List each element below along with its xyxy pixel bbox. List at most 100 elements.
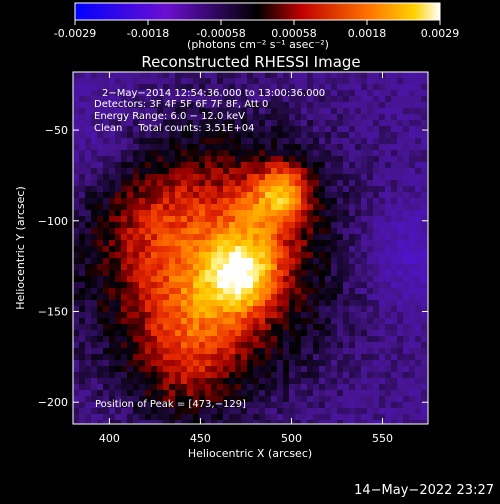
heatmap-cell — [121, 78, 127, 84]
heatmap-cell — [295, 180, 301, 186]
heatmap-cell — [295, 72, 301, 78]
heatmap-cell — [343, 348, 349, 354]
heatmap-cell — [271, 354, 277, 360]
heatmap-cell — [97, 240, 103, 246]
heatmap-cell — [283, 96, 289, 102]
heatmap-cell — [175, 102, 181, 108]
heatmap-cell — [367, 108, 373, 114]
heatmap-cell — [277, 294, 283, 300]
heatmap-cell — [397, 312, 403, 318]
heatmap-cell — [355, 120, 361, 126]
heatmap-cell — [169, 360, 175, 366]
heatmap-cell — [271, 108, 277, 114]
heatmap-cell — [127, 402, 133, 408]
heatmap-cell — [331, 204, 337, 210]
heatmap-cell — [79, 102, 85, 108]
heatmap-cell — [367, 96, 373, 102]
heatmap-cell — [109, 264, 115, 270]
heatmap-cell — [169, 252, 175, 258]
heatmap-cell — [355, 168, 361, 174]
heatmap-cell — [217, 144, 223, 150]
heatmap-cell — [121, 126, 127, 132]
heatmap-cell — [121, 246, 127, 252]
heatmap-cell — [169, 240, 175, 246]
heatmap-cell — [421, 84, 427, 90]
heatmap-cell — [415, 372, 421, 378]
heatmap-cell — [103, 240, 109, 246]
heatmap-cell — [133, 240, 139, 246]
heatmap-cell — [223, 258, 229, 264]
heatmap-cell — [379, 78, 385, 84]
heatmap-cell — [409, 396, 415, 402]
heatmap-cell — [217, 222, 223, 228]
heatmap-cell — [289, 354, 295, 360]
heatmap-cell — [265, 216, 271, 222]
heatmap-cell — [91, 294, 97, 300]
heatmap-cell — [163, 228, 169, 234]
heatmap-cell — [379, 324, 385, 330]
heatmap-cell — [109, 294, 115, 300]
heatmap-cell — [301, 120, 307, 126]
heatmap-cell — [97, 354, 103, 360]
heatmap-cell — [187, 372, 193, 378]
heatmap-cell — [385, 408, 391, 414]
heatmap-cell — [157, 390, 163, 396]
heatmap-cell — [259, 276, 265, 282]
heatmap-cell — [205, 102, 211, 108]
heatmap-cell — [145, 162, 151, 168]
heatmap-cell — [205, 132, 211, 138]
heatmap-cell — [181, 150, 187, 156]
heatmap-cell — [313, 420, 319, 424]
heatmap-cell — [109, 186, 115, 192]
heatmap-cell — [277, 252, 283, 258]
heatmap-cell — [211, 156, 217, 162]
heatmap-cell — [301, 90, 307, 96]
heatmap-cell — [97, 252, 103, 258]
heatmap-cell — [277, 96, 283, 102]
heatmap-cell — [223, 408, 229, 414]
heatmap-cell — [151, 174, 157, 180]
heatmap-cell — [145, 234, 151, 240]
heatmap-cell — [97, 72, 103, 78]
heatmap-cell — [169, 300, 175, 306]
heatmap-cell — [127, 360, 133, 366]
heatmap-cell — [181, 162, 187, 168]
heatmap-cell — [367, 180, 373, 186]
heatmap-cell — [397, 246, 403, 252]
heatmap-cell — [319, 210, 325, 216]
heatmap-cell — [343, 240, 349, 246]
heatmap-cell — [403, 294, 409, 300]
heatmap-cell — [373, 108, 379, 114]
heatmap-cell — [349, 258, 355, 264]
heatmap-cell — [319, 222, 325, 228]
heatmap-cell — [145, 330, 151, 336]
heatmap-cell — [241, 306, 247, 312]
heatmap-cell — [235, 162, 241, 168]
heatmap-cell — [355, 144, 361, 150]
heatmap-cell — [205, 270, 211, 276]
heatmap-cell — [217, 270, 223, 276]
heatmap-cell — [229, 318, 235, 324]
heatmap-cell — [409, 246, 415, 252]
heatmap-cell — [109, 282, 115, 288]
heatmap-cell — [271, 294, 277, 300]
heatmap-cell — [415, 216, 421, 222]
heatmap-cell — [157, 270, 163, 276]
heatmap-cell — [151, 264, 157, 270]
heatmap-cell — [199, 420, 205, 424]
heatmap-cell — [91, 312, 97, 318]
heatmap-cell — [397, 402, 403, 408]
heatmap-cell — [415, 162, 421, 168]
heatmap-cell — [289, 312, 295, 318]
heatmap-cell — [103, 102, 109, 108]
heatmap-cell — [73, 72, 79, 78]
heatmap-cell — [259, 396, 265, 402]
heatmap-cell — [397, 408, 403, 414]
heatmap-cell — [247, 342, 253, 348]
heatmap-cell — [319, 324, 325, 330]
heatmap-cell — [247, 402, 253, 408]
heatmap-cell — [271, 198, 277, 204]
heatmap-cell — [253, 132, 259, 138]
heatmap-cell — [91, 408, 97, 414]
heatmap-cell — [247, 174, 253, 180]
